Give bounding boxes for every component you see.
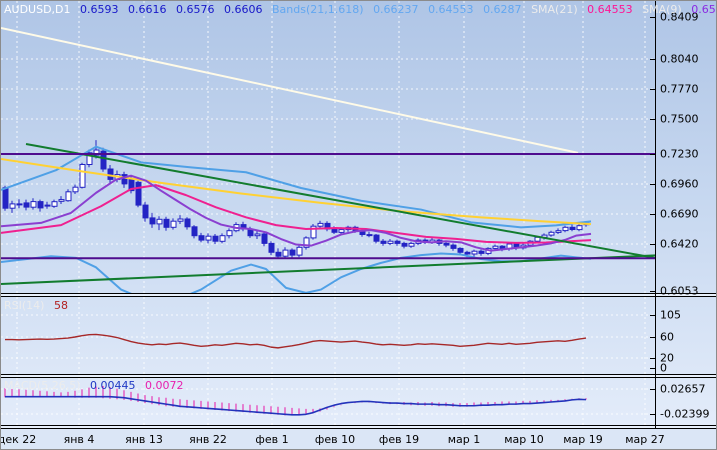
axis-tick: [650, 17, 655, 18]
price-axis-label: 0: [660, 361, 667, 375]
rsi-label: RSI(14): [4, 299, 45, 312]
rsi-value: 58: [53, 299, 68, 312]
axis-tick: [650, 368, 655, 369]
time-axis-label: фев 10: [314, 433, 356, 446]
axis-tick: [650, 291, 655, 292]
price-axis-label: 0.6960: [660, 177, 699, 191]
axis-tick: [650, 89, 655, 90]
rsi-header: RSI(14) 58: [4, 299, 74, 312]
macd-signal-value: 0.0072: [145, 379, 184, 392]
macd-header: MACD(5,26,5) 0.00445 0.0072: [4, 379, 190, 392]
sma21-label: SMA(21): [531, 3, 578, 16]
axis-tick: [650, 184, 655, 185]
price-axis-label: 20: [660, 351, 674, 365]
sma9-value: 0.6511: [691, 3, 716, 16]
symbol-label: AUDUSD,D1: [4, 3, 71, 16]
price-axis-label: 0.6053: [660, 284, 699, 298]
time-axis-label: мар 19: [563, 433, 603, 446]
pane-divider-timeaxis[interactable]: [1, 425, 716, 429]
macd-main-value: 0.00445: [90, 379, 136, 392]
time-axis-label: янв 4: [63, 433, 95, 446]
bands-middle-value: 0.64553: [428, 3, 474, 16]
macd-label: MACD(5,26,5): [4, 379, 81, 392]
time-axis-label: мар 27: [625, 433, 665, 446]
axis-tick: [650, 59, 655, 60]
price-axis-line: [655, 1, 656, 429]
chart-svg[interactable]: [1, 1, 656, 429]
axis-tick: [650, 414, 655, 415]
main-chart-header: AUDUSD,D1 0.6593 0.6616 0.6576 0.6606 Ba…: [4, 3, 716, 16]
sma9-label: SMA(9): [642, 3, 682, 16]
axis-tick: [650, 389, 655, 390]
low-value: 0.6576: [176, 3, 215, 16]
price-axis-label: 0.6690: [660, 207, 699, 221]
time-axis-label: фев 1: [255, 433, 289, 446]
bands-label: Bands(21,1.618): [272, 3, 364, 16]
axis-tick: [650, 244, 655, 245]
price-axis-label: 0.7500: [660, 112, 699, 126]
rsi-pane: [1, 297, 656, 374]
pane-divider-macd[interactable]: [1, 374, 716, 378]
time-axis-label: фев 19: [378, 433, 420, 446]
time-axis-label: янв 13: [125, 433, 163, 446]
axis-tick: [650, 315, 655, 316]
time-axis[interactable]: дек 22 янв 4 янв 13 янв 22 фев 1 фев 10 фев 19…: [0, 429, 716, 449]
close-value: 0.6606: [224, 3, 263, 16]
high-value: 0.6616: [128, 3, 167, 16]
time-axis-label: дек 22: [0, 433, 37, 446]
macd-pane: [1, 378, 656, 425]
pane-divider-rsi[interactable]: [1, 293, 716, 297]
open-value: 0.6593: [80, 3, 119, 16]
axis-tick: [650, 337, 655, 338]
price-axis-label: 0.02657: [660, 382, 706, 396]
price-axis-label: 0.8040: [660, 52, 699, 66]
main-pane: [1, 1, 656, 293]
price-axis-label: 0.7230: [660, 147, 699, 161]
price-axis-label: 0.8409: [660, 10, 699, 24]
bands-lower-value: 0.6287: [483, 3, 522, 16]
axis-tick: [650, 119, 655, 120]
sma21-value: 0.64553: [587, 3, 633, 16]
time-axis-label: мар 1: [447, 433, 481, 446]
price-axis-label: 60: [660, 330, 674, 344]
price-axis-label: 0.7770: [660, 82, 699, 96]
price-axis-label: 105: [660, 308, 681, 322]
axis-tick: [650, 154, 655, 155]
time-axis-label: мар 10: [504, 433, 544, 446]
bands-upper-value: 0.66237: [373, 3, 419, 16]
time-axis-label: янв 22: [189, 433, 227, 446]
price-axis-label: 0.6420: [660, 237, 699, 251]
price-axis-label: -0.02399: [660, 407, 710, 421]
axis-tick: [650, 358, 655, 359]
axis-tick: [650, 214, 655, 215]
